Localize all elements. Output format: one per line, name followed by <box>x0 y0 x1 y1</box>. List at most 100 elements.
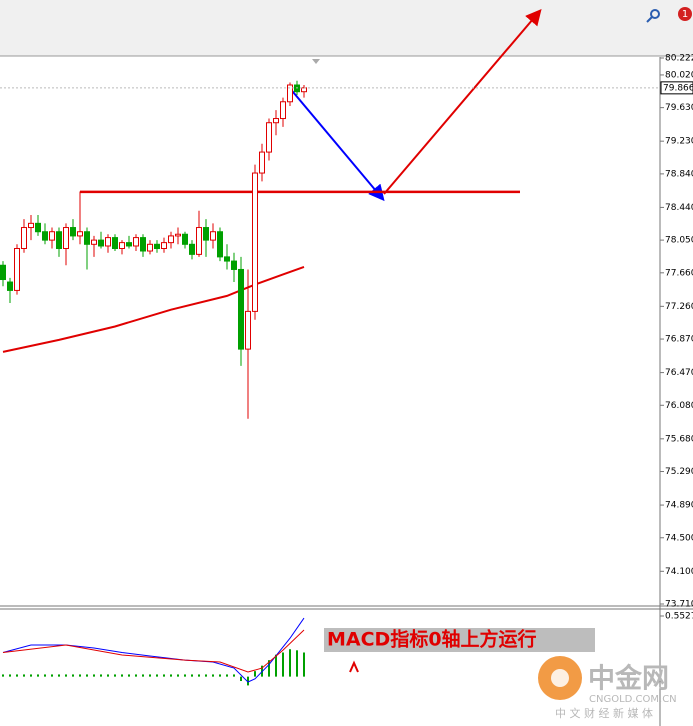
plot: 80.222 80.020 79.630 79.230 78.840 78.440 78.0… <box>0 54 693 686</box>
candle-body <box>119 242 125 249</box>
candle-body <box>105 237 111 247</box>
candle-body <box>140 237 146 252</box>
histogram-bar <box>79 674 81 677</box>
histogram-bar <box>212 674 214 677</box>
histogram-bar <box>58 674 60 677</box>
last-price-label: 79.866 <box>663 83 693 93</box>
candle-body <box>7 281 13 291</box>
search-icon[interactable] <box>650 9 660 19</box>
candle-body <box>259 151 265 174</box>
y-tick-label: 78.840 <box>665 169 693 179</box>
candle-body <box>280 101 286 120</box>
candle-body <box>217 231 223 258</box>
histogram-bar <box>30 674 32 677</box>
candle-body <box>14 247 20 291</box>
histogram-bar <box>240 676 242 682</box>
y-tick-label: 74.100 <box>665 567 693 577</box>
histogram-bar <box>65 674 67 677</box>
candle-body <box>238 268 244 350</box>
histogram-bar <box>296 650 298 677</box>
histogram-bar <box>149 674 151 677</box>
candle-body <box>133 237 139 247</box>
candle-body <box>28 222 34 229</box>
candle-body <box>196 227 202 255</box>
histogram-bar <box>2 674 4 677</box>
macd-line <box>2 629 305 673</box>
candle-body <box>294 84 300 93</box>
y-tick-label: 77.660 <box>665 268 693 278</box>
histogram-bar <box>51 674 53 677</box>
candle-body <box>175 233 181 237</box>
y-tick-label: 75.680 <box>665 434 693 444</box>
shift-marker <box>312 59 320 64</box>
moving-average <box>2 266 305 353</box>
candle-body <box>287 84 293 103</box>
candle-body <box>266 122 272 153</box>
candle-body <box>77 231 83 237</box>
histogram-bar <box>93 674 95 677</box>
candle-body <box>98 239 104 247</box>
histogram-bar <box>44 674 46 677</box>
candle-body <box>224 256 230 262</box>
y-tick-label: 79.630 <box>665 103 693 113</box>
histogram-bar <box>163 674 165 677</box>
candle-body <box>203 227 209 241</box>
y-tick-label: 75.290 <box>665 467 693 477</box>
histogram-bar <box>275 654 277 677</box>
y-tick-label: 76.870 <box>665 335 693 345</box>
histogram-bar <box>107 674 109 677</box>
histogram-bar <box>23 674 25 677</box>
candle-body <box>182 233 188 245</box>
caret <box>349 660 359 673</box>
y-tick-label: 0.5527 <box>665 612 693 622</box>
y-tick-label: 80.222 <box>665 54 693 64</box>
histogram-bar <box>233 674 235 677</box>
toolbar <box>0 0 693 56</box>
histogram-bar <box>121 674 123 677</box>
y-tick-label: 73.710 <box>665 600 693 610</box>
candle-body <box>0 264 6 281</box>
candle-body <box>168 235 174 244</box>
histogram-bar <box>177 674 179 677</box>
candle-body <box>84 231 90 245</box>
histogram-bar <box>72 674 74 677</box>
candle-body <box>56 231 62 249</box>
histogram-bar <box>156 674 158 677</box>
y-tick-label: 80.020 <box>665 70 693 80</box>
y-tick-label: 74.500 <box>665 533 693 543</box>
y-tick-label: 78.050 <box>665 236 693 246</box>
histogram-bar <box>9 674 11 677</box>
candle-body <box>301 87 307 93</box>
brand-domain: CNGOLD.COM.CN <box>589 694 677 705</box>
logo-mark-inner <box>551 669 569 687</box>
histogram-bar <box>184 674 186 677</box>
histogram-bar <box>282 652 284 677</box>
y-tick-label: 76.080 <box>665 401 693 411</box>
histogram-bar <box>303 652 305 677</box>
candle-body <box>63 227 69 249</box>
histogram-bar <box>16 674 18 677</box>
brand: 中金网 <box>588 663 669 695</box>
badge-count: 1 <box>682 9 688 20</box>
notification-badge[interactable] <box>678 7 692 21</box>
histogram-bar <box>205 674 207 677</box>
annotation: MACD指标0轴上方运行 <box>327 628 537 651</box>
last-price-box <box>660 81 693 95</box>
candle-body <box>49 231 55 241</box>
brand-tagline: 中 文 财 经 新 媒 体 <box>555 706 653 720</box>
candle-body <box>210 231 216 241</box>
candle-body <box>35 222 41 233</box>
histogram-bar <box>170 674 172 677</box>
candle-body <box>147 243 153 252</box>
histogram-bar <box>268 660 270 677</box>
candle-body <box>252 172 258 312</box>
y-tick-label: 78.440 <box>665 203 693 213</box>
candle-body <box>231 260 237 270</box>
histogram-bar <box>37 674 39 677</box>
histogram-bar <box>198 674 200 677</box>
up-arrow <box>383 8 542 195</box>
histogram-bar <box>191 674 193 677</box>
histogram-bar <box>289 649 291 677</box>
